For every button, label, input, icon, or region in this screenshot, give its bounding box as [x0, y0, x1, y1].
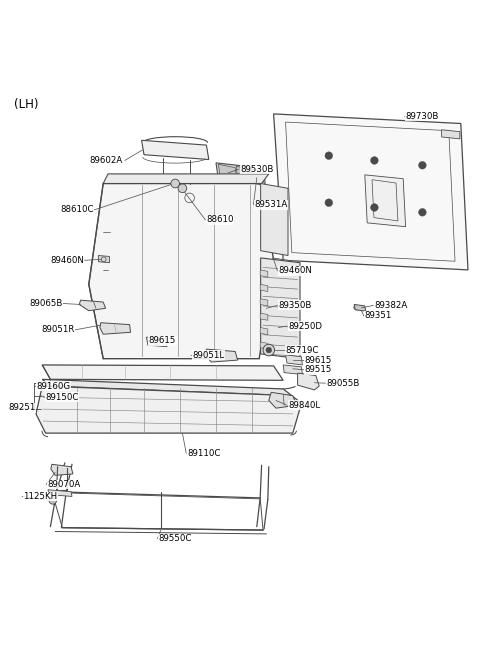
Polygon shape [365, 175, 406, 227]
Text: 89460N: 89460N [50, 256, 84, 265]
Text: (LH): (LH) [14, 98, 39, 111]
Polygon shape [42, 379, 292, 396]
Text: 89550C: 89550C [158, 534, 192, 543]
Polygon shape [48, 490, 72, 496]
Polygon shape [298, 373, 319, 390]
Circle shape [266, 347, 272, 353]
Polygon shape [42, 365, 283, 381]
Polygon shape [260, 299, 268, 306]
Text: 89051L: 89051L [192, 351, 224, 360]
Text: 89065B: 89065B [29, 299, 62, 308]
Polygon shape [142, 140, 209, 160]
Circle shape [263, 345, 275, 356]
Polygon shape [286, 355, 302, 365]
Text: 89150C: 89150C [46, 392, 79, 402]
Polygon shape [251, 169, 265, 186]
Text: 89531A: 89531A [254, 200, 288, 209]
Text: 89055B: 89055B [326, 379, 360, 388]
Polygon shape [36, 386, 301, 433]
Polygon shape [98, 255, 109, 263]
Circle shape [171, 179, 180, 188]
Text: 89350B: 89350B [278, 301, 312, 310]
Polygon shape [260, 313, 268, 320]
Polygon shape [260, 270, 268, 277]
Polygon shape [442, 130, 460, 139]
Polygon shape [269, 392, 297, 408]
Circle shape [325, 199, 333, 206]
Polygon shape [283, 365, 302, 375]
Polygon shape [146, 337, 167, 346]
Polygon shape [261, 183, 288, 255]
Circle shape [371, 204, 378, 212]
Circle shape [325, 152, 333, 160]
Text: 85719C: 85719C [286, 346, 319, 354]
Text: 89160G: 89160G [36, 382, 70, 390]
Text: 89730B: 89730B [406, 112, 439, 121]
Polygon shape [79, 300, 106, 310]
Polygon shape [100, 323, 131, 334]
Text: 89515: 89515 [305, 365, 332, 374]
Polygon shape [354, 305, 366, 311]
Polygon shape [89, 183, 274, 359]
Polygon shape [51, 464, 73, 476]
Polygon shape [261, 258, 300, 359]
Polygon shape [216, 163, 252, 183]
Text: 89250D: 89250D [288, 322, 322, 331]
Circle shape [419, 208, 426, 216]
Text: 89615: 89615 [149, 337, 176, 345]
Polygon shape [274, 114, 468, 270]
Text: 89051R: 89051R [41, 326, 74, 335]
Polygon shape [273, 258, 292, 268]
Text: 89110C: 89110C [187, 449, 221, 458]
Circle shape [419, 161, 426, 169]
Text: 88610: 88610 [206, 215, 234, 225]
Circle shape [178, 184, 187, 193]
Text: 89615: 89615 [305, 356, 332, 365]
Text: 1125KH: 1125KH [23, 492, 57, 501]
Polygon shape [205, 349, 238, 362]
Polygon shape [103, 174, 269, 183]
Text: 89602A: 89602A [89, 156, 122, 165]
Polygon shape [218, 164, 237, 178]
Text: 89251: 89251 [9, 403, 36, 412]
Text: 88610C: 88610C [60, 206, 94, 214]
Circle shape [371, 157, 378, 164]
Text: 89530B: 89530B [240, 164, 274, 174]
Polygon shape [260, 284, 268, 291]
Text: 89460N: 89460N [278, 267, 312, 275]
Text: 89382A: 89382A [374, 301, 408, 310]
Circle shape [49, 496, 57, 504]
Text: 89070A: 89070A [47, 480, 80, 489]
Text: 89840L: 89840L [288, 401, 320, 410]
Text: 89351: 89351 [365, 312, 392, 320]
Polygon shape [260, 328, 268, 335]
Polygon shape [236, 166, 251, 181]
Polygon shape [260, 342, 268, 349]
